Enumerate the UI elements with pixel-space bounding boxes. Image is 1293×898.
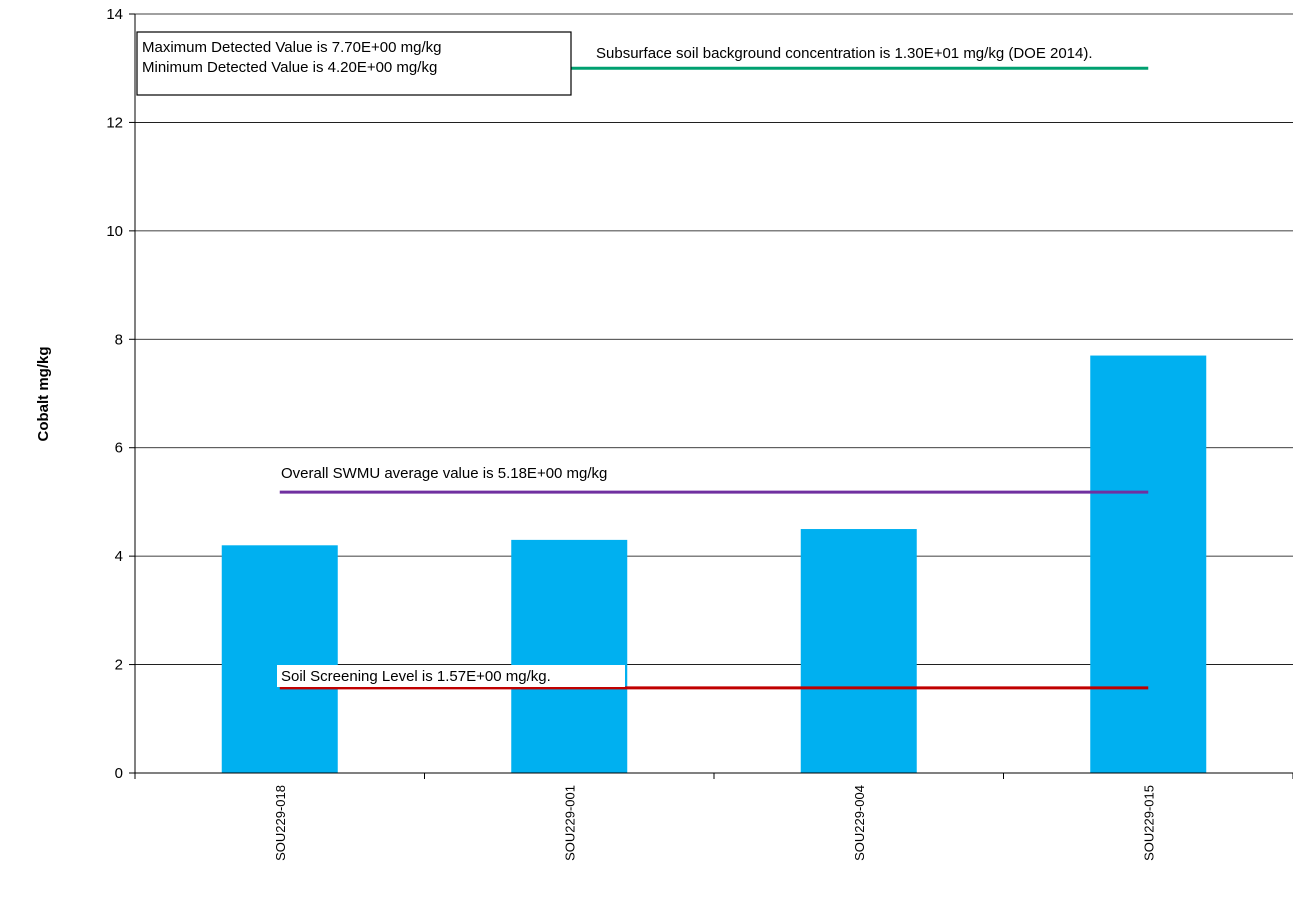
- y-axis-title: Cobalt mg/kg: [35, 346, 52, 441]
- y-tick-label: 10: [106, 223, 123, 240]
- bar-sou229-001: [511, 539, 628, 773]
- bar-sou229-004: [800, 529, 917, 773]
- average-line-label: Overall SWMU average value is 5.18E+00 m…: [281, 465, 607, 482]
- x-tick-label: SOU229-015: [1141, 785, 1156, 861]
- y-tick-label: 8: [115, 331, 123, 348]
- x-tick-labels: SOU229-018 SOU229-001 SOU229-004 SOU229-015: [273, 785, 1157, 861]
- stats-annotation-box: Maximum Detected Value is 7.70E+00 mg/kg…: [136, 31, 572, 96]
- y-tick-label: 4: [115, 548, 123, 565]
- bar-sou229-015: [1090, 355, 1207, 773]
- x-tick-label: SOU229-001: [562, 785, 577, 861]
- max-detected-text: Maximum Detected Value is 7.70E+00 mg/kg: [142, 39, 441, 56]
- screening-label-background: [277, 665, 625, 687]
- bar-sou229-018: [221, 545, 338, 773]
- screening-line-label: Soil Screening Level is 1.57E+00 mg/kg.: [281, 668, 551, 685]
- x-tick-label: SOU229-004: [852, 785, 867, 861]
- bars: [221, 355, 1207, 773]
- screening-label-group: Soil Screening Level is 1.57E+00 mg/kg.: [277, 665, 625, 687]
- y-tick-label: 2: [115, 657, 123, 674]
- y-tick-labels: 0 2 4 6 8 10 12 14: [106, 6, 123, 782]
- y-tick-label: 12: [106, 114, 123, 131]
- y-tick-label: 6: [115, 440, 123, 457]
- reference-lines: [279, 66, 1149, 690]
- y-tick-label: 0: [115, 765, 123, 782]
- background-line-label: Subsurface soil background concentration…: [596, 45, 1093, 62]
- x-tick-label: SOU229-018: [273, 785, 288, 861]
- axes: [134, 14, 1293, 774]
- min-detected-text: Minimum Detected Value is 4.20E+00 mg/kg: [142, 59, 437, 76]
- y-tick-label: 14: [106, 6, 123, 23]
- stats-box-frame: [136, 31, 572, 96]
